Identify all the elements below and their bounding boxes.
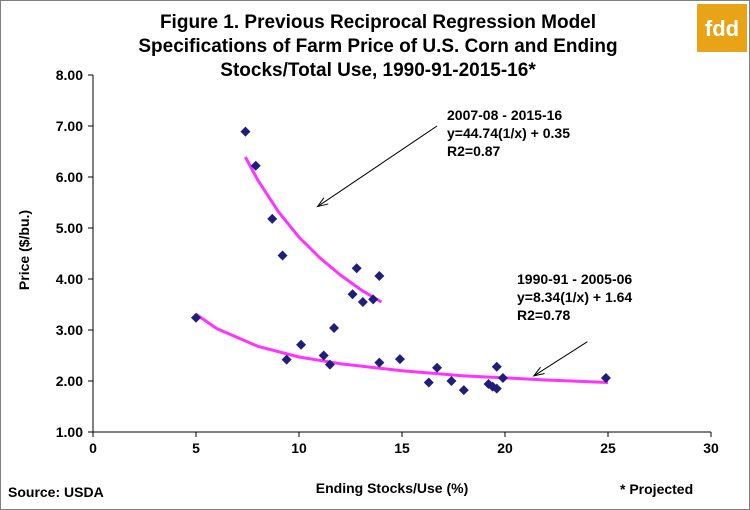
y-tick-label: 8.00 <box>56 67 83 83</box>
annotation-arrow-head-1 <box>316 197 329 208</box>
logo-background <box>697 4 747 52</box>
data-point <box>191 312 201 323</box>
data-point <box>374 270 385 281</box>
x-tick-label: 30 <box>703 440 719 456</box>
x-tick-label: 0 <box>89 440 97 456</box>
annotation-arrow-line-2 <box>533 341 588 377</box>
data-point <box>250 160 261 171</box>
annotation-text-1-line-2: y=44.74(1/x) + 0.35 <box>447 125 570 141</box>
data-point <box>277 250 288 261</box>
chart-title-line-3: Stocks/Total Use, 1990-91-2015-16* <box>220 60 536 81</box>
annotations: 2007-08 - 2015-16 y=44.74(1/x) + 0.35 R2=0… <box>316 107 632 377</box>
y-tick-label: 3.00 <box>56 322 83 338</box>
chart-title: Figure 1. Previous Reciprocal Regression… <box>138 12 617 81</box>
data-point <box>318 350 329 361</box>
data-point <box>497 372 508 383</box>
x-tick-label: 20 <box>497 440 513 456</box>
y-tick-label: 6.00 <box>56 169 83 185</box>
fdd-logo: fdd <box>697 4 747 52</box>
data-point <box>240 126 251 137</box>
data-point <box>423 377 434 388</box>
data-point <box>329 322 340 333</box>
annotation-text-1-line-3: R2=0.87 <box>447 143 501 159</box>
data-point <box>368 294 379 305</box>
fit-line-1 <box>244 156 383 304</box>
fit-line-2 <box>195 312 609 384</box>
source-note: Source: USDA <box>8 484 104 500</box>
data-point <box>357 296 368 307</box>
data-point <box>458 385 469 396</box>
x-axis-label: Ending Stocks/Use (%) <box>316 480 468 496</box>
data-point <box>394 354 405 365</box>
data-point <box>432 362 443 373</box>
data-point <box>374 357 385 368</box>
data-point <box>491 383 502 394</box>
annotation-arrow-head-2 <box>532 366 545 377</box>
y-tick-label: 5.00 <box>56 220 83 236</box>
y-tick-label: 1.00 <box>56 424 83 440</box>
annotation-text-2-line-2: y=8.34(1/x) + 1.64 <box>517 289 632 305</box>
axes: 1.00 2.00 3.00 4.00 5.00 6.00 7.00 8.00 0 5 10 15 20… <box>56 67 719 456</box>
data-point <box>324 359 335 370</box>
data-point <box>281 354 292 365</box>
x-tick-label: 10 <box>291 440 307 456</box>
annotation-text-1-line-1: 2007-08 - 2015-16 <box>447 107 562 123</box>
data-point <box>491 361 502 372</box>
annotation-text-2-line-3: R2=0.78 <box>517 307 571 323</box>
annotation-text-2-line-1: 1990-91 - 2005-06 <box>517 271 632 287</box>
x-tick-label: 25 <box>600 440 616 456</box>
y-tick-label: 2.00 <box>56 373 83 389</box>
chart-title-line-1: Figure 1. Previous Reciprocal Regression… <box>160 12 596 33</box>
x-tick-label: 15 <box>394 440 410 456</box>
data-point <box>347 289 358 300</box>
projected-note: * Projected <box>620 481 693 497</box>
fit-lines <box>195 156 609 384</box>
data-point <box>600 372 611 383</box>
chart-title-line-2: Specifications of Farm Price of U.S. Cor… <box>138 36 617 57</box>
data-point <box>351 263 362 274</box>
x-tick-label: 5 <box>192 440 200 456</box>
y-axis-label: Price ($/bu.) <box>16 210 32 290</box>
data-point <box>296 339 307 350</box>
data-point <box>267 213 278 224</box>
data-point <box>446 376 457 386</box>
y-tick-label: 4.00 <box>56 271 83 287</box>
annotation-arrow-line-1 <box>317 125 438 207</box>
y-tick-label: 7.00 <box>56 118 83 134</box>
logo-text: fdd <box>705 16 739 41</box>
data-points <box>191 126 611 396</box>
